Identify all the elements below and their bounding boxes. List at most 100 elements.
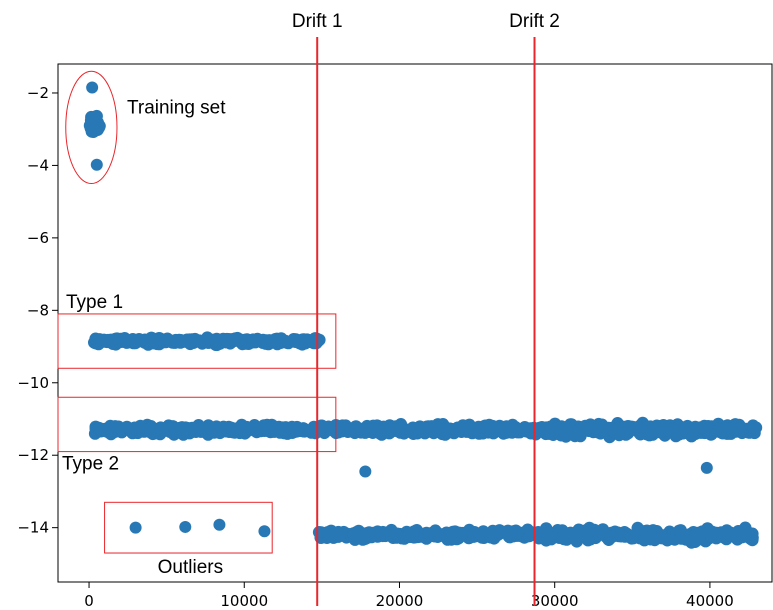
data-point	[333, 423, 347, 437]
data-point	[409, 530, 423, 544]
cluster-lower	[312, 521, 759, 549]
data-point	[714, 424, 727, 437]
data-point	[185, 421, 199, 435]
data-point	[658, 429, 672, 442]
outlier-point	[700, 461, 713, 474]
data-point	[154, 334, 167, 347]
data-point	[99, 424, 112, 438]
data-point	[490, 528, 503, 541]
data-point	[90, 109, 103, 123]
type-2-box	[57, 396, 337, 453]
data-point	[731, 533, 744, 546]
data-point	[550, 422, 563, 435]
x-tick-label: 20000	[376, 592, 424, 610]
data-point	[350, 424, 364, 437]
data-point	[748, 426, 761, 440]
data-point	[422, 528, 435, 541]
x-tick-label: 10000	[220, 592, 268, 610]
drift-lines: Drift 1 Drift 2	[292, 11, 560, 606]
data-point	[608, 425, 621, 439]
data-point	[241, 424, 254, 438]
data-point	[296, 423, 309, 436]
data-point	[560, 429, 573, 443]
data-point	[278, 426, 291, 440]
data-point	[441, 533, 454, 546]
y-tick-label: −8	[27, 301, 49, 319]
data-point	[556, 530, 569, 544]
outlier-point	[258, 525, 271, 538]
data-point	[143, 333, 156, 346]
data-point	[486, 419, 499, 433]
type-2-label: Type 2	[62, 454, 119, 475]
cluster-type1	[88, 331, 326, 352]
data-point	[128, 335, 141, 349]
outliers-box	[104, 501, 273, 554]
data-point	[224, 333, 238, 346]
data-point	[702, 528, 715, 542]
data-point	[89, 332, 102, 345]
data-point	[209, 334, 222, 347]
type-1-label: Type 1	[66, 292, 123, 313]
y-tick-label: −10	[17, 374, 49, 392]
data-point	[505, 425, 518, 439]
data-point	[648, 533, 661, 547]
data-point	[475, 531, 489, 544]
data-point	[260, 422, 273, 436]
data-point	[333, 529, 347, 542]
data-point	[518, 421, 531, 434]
data-point	[151, 423, 165, 437]
y-axis: −2 −4 −6 −8 −10 −12 −14	[17, 84, 58, 537]
x-tick-label: 0	[84, 592, 94, 610]
data-point	[733, 423, 747, 437]
data-point	[511, 526, 525, 539]
data-point	[296, 335, 310, 348]
data-point	[451, 526, 464, 539]
data-point	[363, 425, 376, 438]
data-point	[583, 521, 596, 535]
data-point	[213, 426, 227, 440]
drift-2-label: Drift 2	[509, 11, 560, 32]
data-point	[744, 532, 757, 546]
y-tick-label: −12	[17, 446, 49, 464]
data-point	[87, 125, 100, 138]
data-point	[626, 530, 639, 543]
annotations: Training set Type 1 Type 2 Outliers	[57, 70, 337, 578]
outlier-point	[213, 518, 226, 531]
data-point	[645, 426, 659, 440]
outlier-point	[90, 158, 103, 171]
data-point	[535, 528, 549, 542]
data-point	[446, 423, 459, 437]
data-point	[251, 425, 264, 438]
cluster-type2	[88, 416, 763, 444]
data-point	[319, 527, 332, 540]
training-set-ellipse	[65, 70, 118, 185]
data-point	[167, 428, 181, 441]
data-point	[423, 425, 436, 438]
drift-1-label: Drift 1	[292, 11, 343, 32]
y-tick-label: −14	[17, 519, 49, 537]
data-point	[130, 422, 144, 436]
type-1-box	[57, 313, 337, 369]
data-point	[383, 427, 396, 440]
outlier-point	[86, 81, 99, 94]
data-point	[660, 531, 674, 544]
x-tick-label: 30000	[531, 592, 579, 610]
data-point	[574, 427, 587, 441]
data-point	[612, 529, 625, 543]
data-point	[672, 425, 686, 438]
data-point	[595, 418, 609, 431]
data-point	[391, 528, 404, 542]
data-point	[394, 423, 408, 437]
y-tick-label: −4	[27, 156, 49, 174]
data-point	[572, 523, 585, 536]
data-point	[171, 335, 185, 349]
data-point	[696, 424, 709, 437]
y-tick-label: −6	[27, 229, 49, 247]
outlier-point	[129, 521, 142, 534]
data-point	[105, 335, 119, 348]
data-point	[431, 418, 445, 431]
outlier-point	[359, 465, 372, 478]
training-set-label: Training set	[127, 97, 226, 118]
outliers-label: Outliers	[158, 557, 223, 578]
